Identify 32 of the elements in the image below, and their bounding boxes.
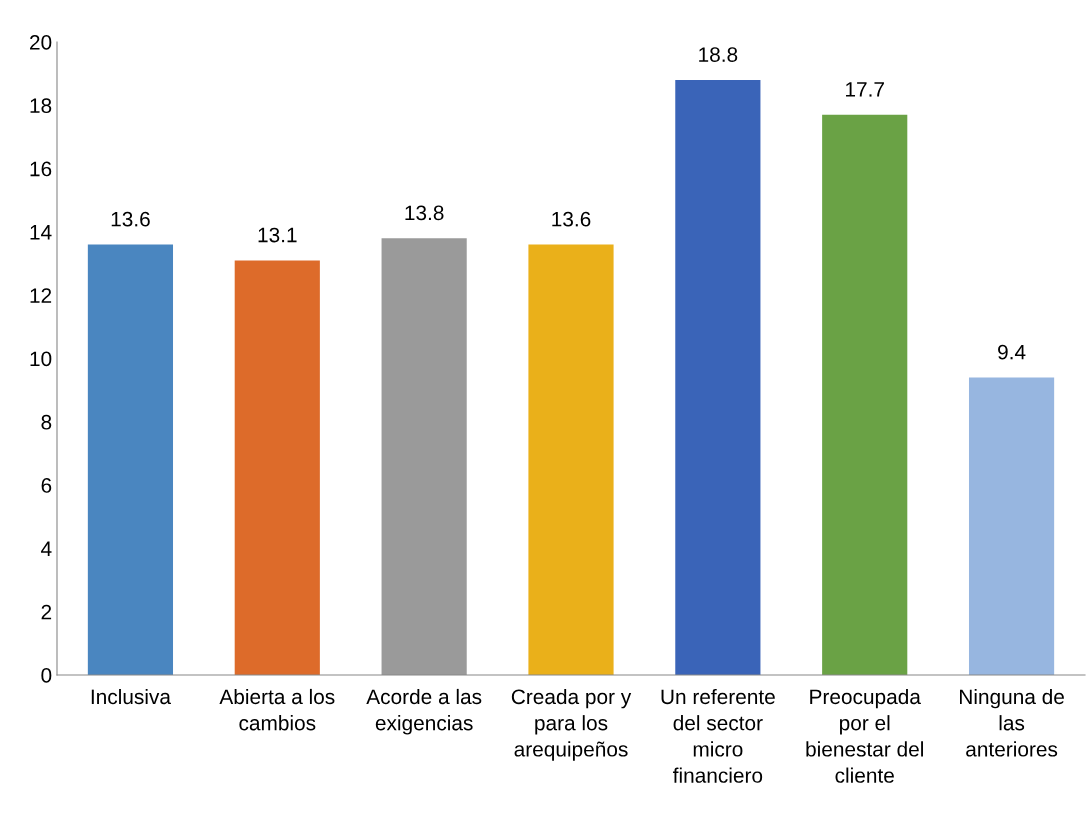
bar: [381, 238, 467, 675]
data-label: 13.8: [405, 205, 444, 221]
data-label: 17.7: [846, 82, 884, 97]
y-tick-label: 8: [41, 414, 52, 430]
y-tick-label: 16: [30, 161, 52, 177]
data-label: 13.6: [552, 211, 591, 227]
x-tick-label: Ninguna de las anteriores: [960, 688, 1064, 757]
y-tick-label: 2: [41, 604, 52, 620]
x-tick-label: Creada por y para los arequipeños: [511, 688, 632, 761]
bar: [822, 114, 908, 675]
y-tick-label: 4: [41, 541, 52, 556]
x-tick-label: Un referente del sector micro financiero: [661, 688, 775, 783]
data-label: 13.6: [111, 211, 150, 227]
y-tick-label: 6: [41, 478, 52, 493]
x-tick-label: Inclusiva: [91, 688, 171, 705]
x-tick-label: Acorde a las exigencias: [366, 688, 482, 735]
data-label: 9.4: [998, 344, 1026, 360]
x-tick-label: Preocupada por el bienestar del cliente: [806, 688, 923, 783]
data-label: 13.1: [258, 227, 297, 243]
y-tick-label: 0: [41, 668, 52, 683]
bar: [528, 244, 614, 675]
y-tick-label: 14: [30, 225, 52, 240]
y-tick-label: 18: [30, 98, 52, 114]
bar: [87, 244, 174, 675]
bar: [968, 377, 1055, 675]
x-tick-label: Abierta a los cambios: [219, 688, 335, 731]
bar: [675, 79, 761, 675]
data-label: 18.8: [699, 47, 738, 62]
y-tick-label: 10: [30, 351, 52, 367]
bar: [234, 260, 320, 675]
y-tick-label: 12: [30, 288, 52, 303]
y-tick-label: 20: [30, 35, 52, 50]
